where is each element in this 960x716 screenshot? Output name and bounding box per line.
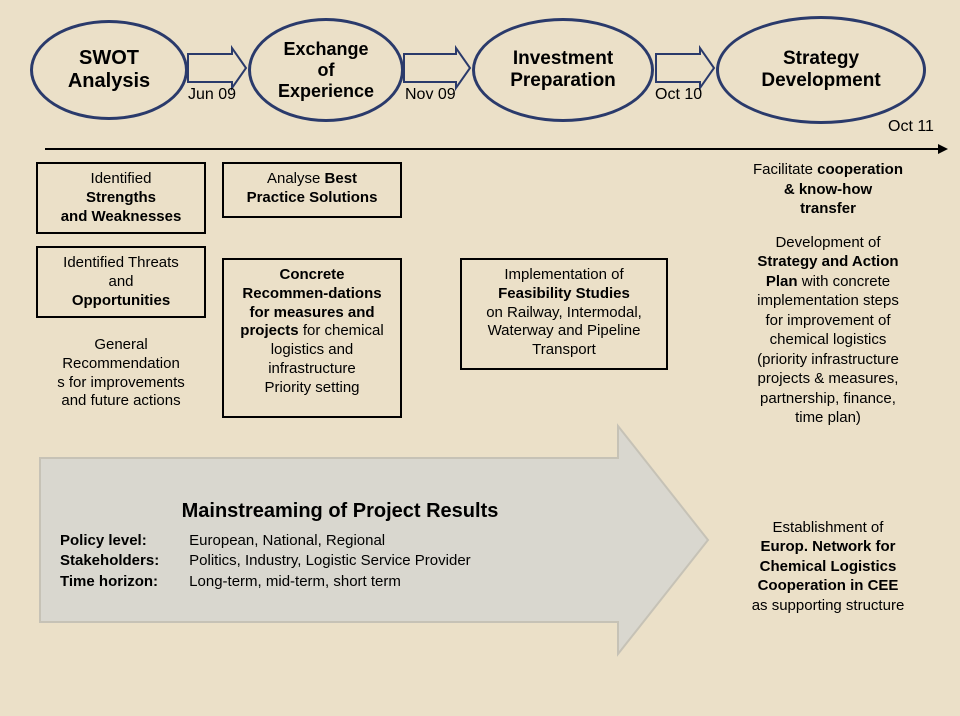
mainstream-row-2: Time horizon: Long-term, mid-term, short… [60,572,620,592]
ellipse-invest: InvestmentPreparation [472,18,654,122]
col1-box-c1a: IdentifiedStrengthsand Weaknesses [36,162,206,234]
col3-box-c3a: Implementation ofFeasibility Studieson R… [460,258,668,370]
right-col-block2: Development ofStrategy and ActionPlan wi… [720,233,936,428]
mainstream-key-2: Time horizon: [60,572,185,592]
connector-arrow-0 [188,48,246,88]
mainstream-row-0: Policy level: European, National, Region… [60,531,620,551]
ellipse-strategy: StrategyDevelopment [716,16,926,124]
mainstream-val-0: European, National, Regional [185,532,385,549]
mainstream-val-1: Politics, Industry, Logistic Service Pro… [185,552,471,569]
date-d4: Oct 11 [888,118,934,136]
mainstream-key-1: Stakeholders: [60,551,185,571]
connector-arrow-1 [404,48,470,88]
connector-arrow-2 [656,48,714,88]
right-col-block1: Facilitate cooperation& know-howtransfer [720,160,936,219]
ellipse-swot: SWOTAnalysis [30,20,188,120]
right-column: Facilitate cooperation& know-howtransfer… [720,160,936,629]
col2-box-c2b: ConcreteRecommen-dationsfor measures and… [222,258,402,418]
right-col-block3: Establishment ofEurop. Network forChemic… [720,518,936,616]
col2-box-c2a: Analyse BestPractice Solutions [222,162,402,218]
timeline-line [45,148,940,150]
date-d3: Oct 10 [655,86,702,104]
date-d1: Jun 09 [188,86,236,104]
mainstream-block: Mainstreaming of Project Results Policy … [60,498,620,592]
mainstream-key-0: Policy level: [60,531,185,551]
mainstream-row-1: Stakeholders: Politics, Industry, Logist… [60,551,620,571]
ellipse-exchange: ExchangeofExperience [248,18,404,122]
col1-box-c1b: Identified ThreatsandOpportunities [36,246,206,318]
date-d2: Nov 09 [405,86,456,104]
mainstream-title: Mainstreaming of Project Results [60,498,620,525]
timeline-arrowhead [938,144,948,154]
col1-box-c1c: GeneralRecommendations for improvementsa… [36,330,206,418]
mainstream-val-2: Long-term, mid-term, short term [185,573,401,590]
